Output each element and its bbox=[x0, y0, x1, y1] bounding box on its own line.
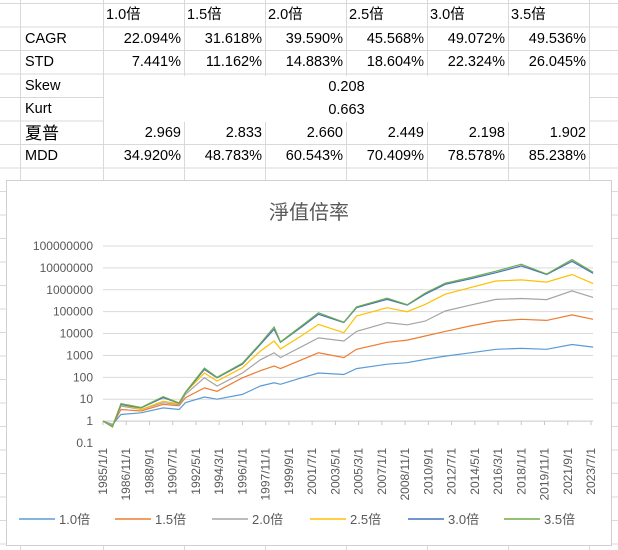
x-tick-label: 1999/9/1 bbox=[282, 448, 296, 495]
value-cell[interactable]: 7.441% bbox=[131, 54, 181, 70]
x-tick-label: 2005/3/1 bbox=[352, 448, 366, 495]
column-header[interactable]: 1.5倍 bbox=[187, 7, 222, 23]
legend-label: 1.0倍 bbox=[59, 512, 90, 527]
value-cell[interactable]: 60.543% bbox=[285, 148, 343, 164]
value-cell[interactable]: 26.045% bbox=[528, 54, 586, 70]
value-cell[interactable]: 45.568% bbox=[366, 30, 424, 47]
x-tick-label: 1992/5/1 bbox=[189, 448, 203, 495]
y-tick-label: 0.1 bbox=[76, 436, 93, 450]
value-cell[interactable]: 34.920% bbox=[123, 148, 181, 164]
value-cell[interactable]: 48.783% bbox=[204, 148, 262, 164]
column-header[interactable]: 3.5倍 bbox=[511, 7, 546, 23]
value-cell[interactable]: 2.969 bbox=[144, 124, 181, 141]
value-cell[interactable]: 2.660 bbox=[306, 124, 343, 141]
legend-item: 2.5倍 bbox=[310, 512, 381, 527]
column-header[interactable]: 2.5倍 bbox=[349, 7, 384, 23]
x-tick-label: 1986/11/1 bbox=[119, 448, 133, 501]
row-label[interactable]: MDD bbox=[25, 148, 59, 164]
row-label[interactable]: CAGR bbox=[25, 30, 67, 47]
y-tick-label: 10 bbox=[80, 392, 94, 406]
y-tick-label: 1000000 bbox=[46, 283, 93, 297]
row-label[interactable]: Kurt bbox=[25, 101, 52, 117]
value-cell[interactable]: 70.409% bbox=[366, 148, 424, 164]
legend-item: 1.5倍 bbox=[115, 512, 186, 527]
legend-label: 3.5倍 bbox=[544, 512, 575, 527]
x-tick-label: 2003/5/1 bbox=[328, 448, 342, 495]
legend-label: 2.5倍 bbox=[350, 512, 381, 527]
x-tick-label: 2019/11/1 bbox=[538, 448, 552, 501]
x-tick-label: 1988/9/1 bbox=[142, 448, 156, 495]
x-tick-label: 2010/9/1 bbox=[421, 448, 435, 495]
value-cell[interactable]: 14.883% bbox=[285, 54, 343, 70]
value-cell[interactable]: 2.449 bbox=[387, 124, 424, 141]
series-line-2.5倍 bbox=[102, 273, 594, 427]
x-tick-label: 2001/7/1 bbox=[305, 448, 319, 495]
x-tick-label: 1985/1/1 bbox=[96, 448, 110, 495]
chart-svg: 淨值倍率 100000000 10000000 1000000 100000 10000 1… bbox=[19, 201, 598, 527]
y-tick-label: 1 bbox=[86, 414, 93, 428]
legend-item: 3.0倍 bbox=[408, 512, 479, 527]
x-tick-label: 2008/11/1 bbox=[398, 448, 412, 501]
value-cell[interactable]: 2.833 bbox=[225, 124, 262, 141]
y-tick-label: 10000000 bbox=[40, 261, 94, 275]
series-line-3.5倍 bbox=[102, 258, 594, 428]
value-cell[interactable]: 1.902 bbox=[549, 124, 586, 141]
series-line-3.0倍 bbox=[102, 260, 594, 428]
value-cell[interactable]: 49.536% bbox=[528, 30, 586, 47]
value-cell[interactable]: 78.578% bbox=[447, 148, 505, 164]
value-cell[interactable]: 22.094% bbox=[123, 30, 181, 47]
series-line-1.0倍 bbox=[102, 343, 594, 426]
value-cell[interactable]: 22.324% bbox=[447, 54, 505, 70]
legend-item: 3.5倍 bbox=[504, 512, 575, 527]
y-tick-label: 1000 bbox=[66, 348, 93, 362]
value-cell[interactable]: 2.198 bbox=[468, 124, 505, 141]
x-tick-label: 2018/1/1 bbox=[514, 448, 528, 495]
series-line-1.5倍 bbox=[102, 314, 594, 427]
series-line-2.0倍 bbox=[102, 290, 594, 427]
x-tick-label: 2016/3/1 bbox=[491, 448, 505, 495]
legend-item: 2.0倍 bbox=[212, 512, 283, 527]
column-header[interactable]: 2.0倍 bbox=[268, 7, 303, 23]
y-tick-label: 100 bbox=[73, 370, 93, 384]
value-cell[interactable]: 85.238% bbox=[528, 148, 586, 164]
x-tick-label: 1996/1/1 bbox=[235, 448, 249, 495]
value-cell[interactable]: 39.590% bbox=[285, 30, 343, 47]
x-tick-label: 1990/7/1 bbox=[166, 448, 180, 495]
column-header[interactable]: 3.0倍 bbox=[430, 7, 465, 23]
chart-title: 淨值倍率 bbox=[269, 201, 349, 224]
legend-label: 1.5倍 bbox=[155, 512, 186, 527]
column-header[interactable]: 1.0倍 bbox=[106, 7, 141, 23]
value-cell[interactable]: 18.604% bbox=[366, 54, 424, 70]
legend-item: 1.0倍 bbox=[19, 512, 90, 527]
merged-value-cell[interactable]: 0.663 bbox=[104, 99, 589, 122]
chart-net-value[interactable]: 淨值倍率 100000000 10000000 1000000 100000 10000 1… bbox=[6, 180, 612, 546]
row-label[interactable]: STD bbox=[25, 54, 54, 70]
x-tick-label: 2012/7/1 bbox=[445, 448, 459, 495]
legend-label: 3.0倍 bbox=[448, 512, 479, 527]
value-cell[interactable]: 11.162% bbox=[205, 54, 262, 70]
x-tick-label: 2014/5/1 bbox=[468, 448, 482, 495]
legend-label: 2.0倍 bbox=[252, 512, 283, 527]
row-label[interactable]: Skew bbox=[25, 77, 61, 94]
merged-value-cell[interactable]: 0.208 bbox=[104, 75, 589, 99]
y-tick-label: 100000 bbox=[53, 305, 93, 319]
value-cell[interactable]: 49.072% bbox=[447, 30, 505, 47]
y-tick-label: 10000 bbox=[60, 327, 94, 341]
x-tick-label: 2007/1/1 bbox=[375, 448, 389, 495]
x-tick-label: 1994/3/1 bbox=[212, 448, 226, 495]
y-tick-label: 100000000 bbox=[33, 239, 93, 253]
value-cell[interactable]: 31.618% bbox=[204, 30, 262, 47]
row-label[interactable]: 夏普 bbox=[25, 123, 59, 143]
x-tick-label: 1997/11/1 bbox=[259, 448, 273, 501]
x-tick-label: 2023/7/1 bbox=[584, 448, 598, 495]
x-tick-label: 2021/9/1 bbox=[561, 448, 575, 495]
